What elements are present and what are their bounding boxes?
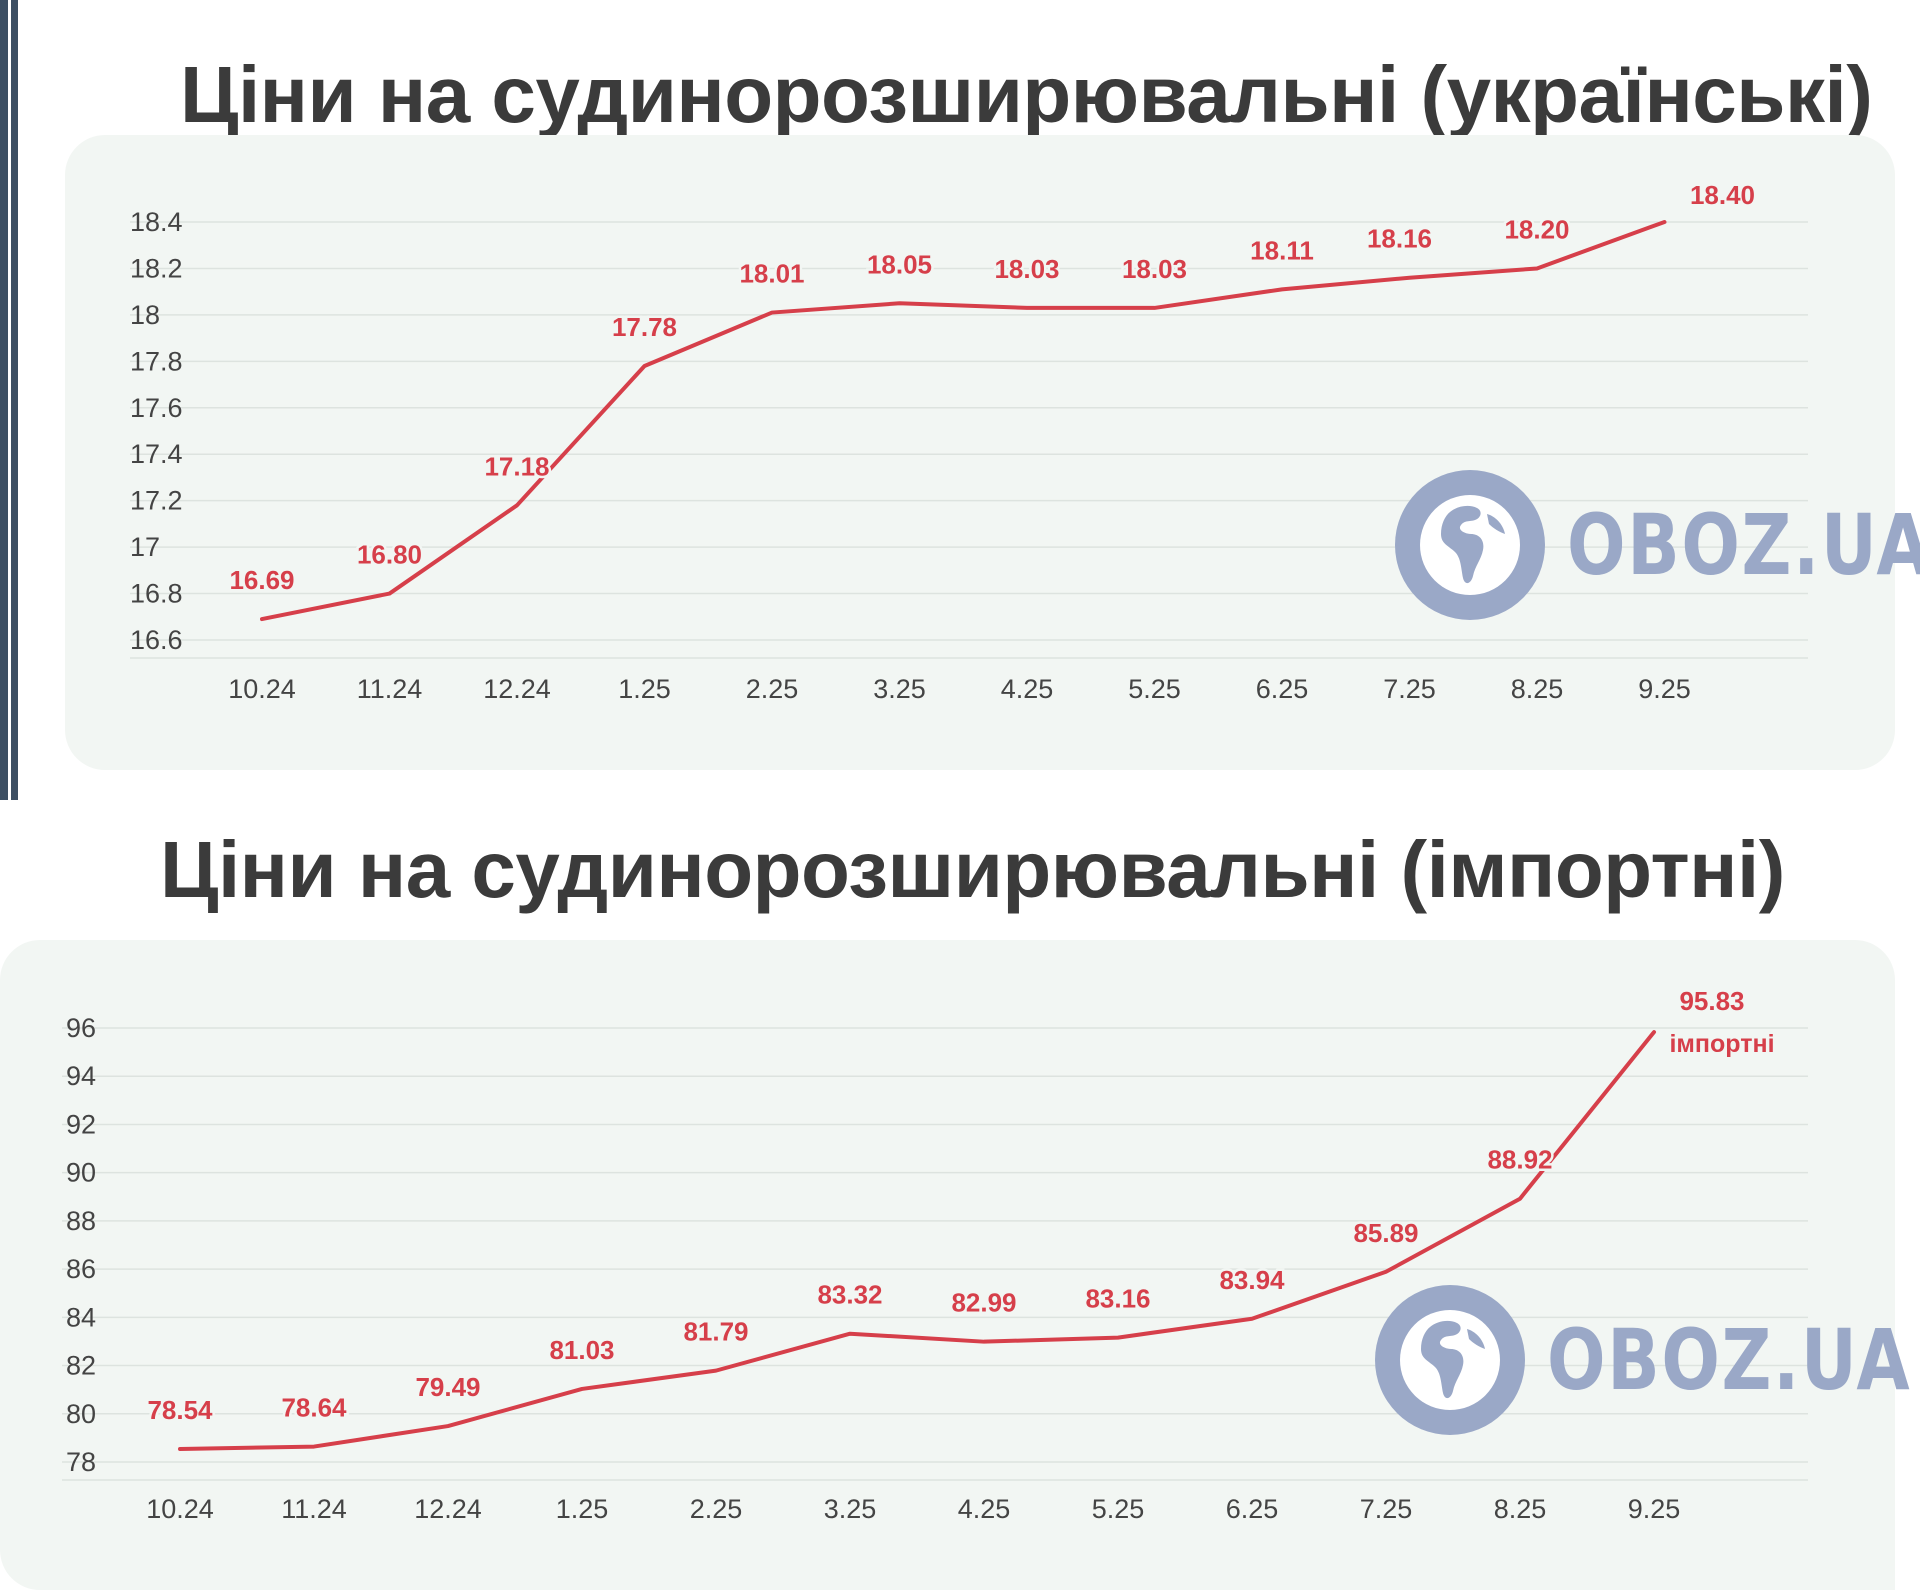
y-tick-label: 16.8 <box>130 579 183 609</box>
data-label: 18.05 <box>867 249 932 279</box>
x-tick-label: 6.25 <box>1226 1494 1279 1524</box>
y-tick-label: 17.6 <box>130 393 183 423</box>
data-label: 18.03 <box>1122 254 1187 284</box>
data-label: 16.69 <box>229 565 294 595</box>
chart-panel-imported <box>0 940 1895 1590</box>
data-label: 79.49 <box>415 1372 480 1402</box>
y-tick-label: 96 <box>66 1013 96 1043</box>
globe-icon <box>1375 1285 1525 1435</box>
y-tick-label: 17.4 <box>130 439 183 469</box>
x-tick-label: 5.25 <box>1092 1494 1145 1524</box>
x-tick-label: 9.25 <box>1638 674 1691 704</box>
y-tick-label: 84 <box>66 1302 96 1332</box>
logo-text: OBOZ.UA <box>1547 1311 1912 1409</box>
chart-panel-ukrainian <box>65 135 1895 770</box>
x-tick-label: 3.25 <box>824 1494 877 1524</box>
x-tick-label: 7.25 <box>1360 1494 1413 1524</box>
y-tick-label: 88 <box>66 1206 96 1236</box>
x-tick-label: 6.25 <box>1256 674 1309 704</box>
y-tick-label: 18.4 <box>130 207 183 237</box>
x-tick-label: 7.25 <box>1383 674 1436 704</box>
y-tick-label: 18.2 <box>130 253 183 283</box>
x-tick-label: 9.25 <box>1628 1494 1681 1524</box>
data-label: 83.94 <box>1219 1265 1285 1295</box>
y-tick-label: 18 <box>130 300 160 330</box>
data-label: 78.54 <box>147 1395 213 1425</box>
x-tick-label: 2.25 <box>746 674 799 704</box>
data-label: 18.11 <box>1250 235 1314 265</box>
x-tick-label: 8.25 <box>1511 674 1564 704</box>
x-tick-label: 11.24 <box>357 674 423 704</box>
data-label: 83.32 <box>817 1280 882 1310</box>
x-tick-label: 1.25 <box>556 1494 609 1524</box>
data-label: 17.18 <box>484 451 549 481</box>
data-label: 18.03 <box>994 254 1059 284</box>
series-line <box>260 220 1667 622</box>
x-tick-label: 8.25 <box>1494 1494 1547 1524</box>
y-tick-label: 94 <box>66 1061 96 1091</box>
x-tick-label: 4.25 <box>958 1494 1011 1524</box>
x-tick-label: 5.25 <box>1128 674 1181 704</box>
y-tick-label: 17.8 <box>130 346 183 376</box>
x-tick-label: 4.25 <box>1001 674 1054 704</box>
left-edge-bar <box>0 0 18 800</box>
data-label: 83.16 <box>1085 1284 1150 1314</box>
series-end-label: імпортні <box>1669 1030 1774 1058</box>
data-label: 81.79 <box>683 1317 748 1347</box>
data-label: 85.89 <box>1353 1218 1418 1248</box>
x-tick-label: 1.25 <box>618 674 671 704</box>
y-tick-label: 82 <box>66 1351 96 1381</box>
series-line <box>178 1030 1656 1451</box>
chart-title-imported: Ціни на судинорозширювальні (імпортні) <box>160 825 1785 914</box>
y-tick-label: 80 <box>66 1399 96 1429</box>
y-tick-label: 78 <box>66 1447 96 1477</box>
oboz-logo: OBOZ.UA <box>1375 1285 1920 1435</box>
x-tick-label: 12.24 <box>483 674 551 704</box>
data-label: 18.16 <box>1367 224 1432 254</box>
x-tick-label: 10.24 <box>228 674 296 704</box>
x-tick-label: 2.25 <box>690 1494 743 1524</box>
data-label: 16.80 <box>357 540 422 570</box>
y-tick-label: 16.6 <box>130 625 183 655</box>
data-label: 18.20 <box>1504 214 1569 244</box>
x-tick-label: 11.24 <box>281 1494 347 1524</box>
x-tick-label: 10.24 <box>146 1494 214 1524</box>
y-tick-label: 90 <box>66 1158 96 1188</box>
x-tick-label: 3.25 <box>873 674 926 704</box>
y-tick-label: 86 <box>66 1254 96 1284</box>
globe-icon <box>1395 470 1545 620</box>
data-label: 95.83 <box>1679 986 1744 1016</box>
data-label: 81.03 <box>549 1335 614 1365</box>
data-label: 82.99 <box>951 1288 1016 1318</box>
y-tick-label: 92 <box>66 1109 96 1139</box>
oboz-logo: OBOZ.UA <box>1395 470 1920 620</box>
y-tick-label: 17 <box>130 532 160 562</box>
data-label: 18.40 <box>1690 180 1755 210</box>
chart-title-ukrainian: Ціни на судинорозширювальні (українські) <box>180 50 1873 139</box>
y-tick-label: 17.2 <box>130 486 183 516</box>
data-label: 18.01 <box>739 259 804 289</box>
logo-text: OBOZ.UA <box>1567 496 1920 594</box>
data-label: 78.64 <box>281 1393 347 1423</box>
data-label: 88.92 <box>1487 1145 1552 1175</box>
x-tick-label: 12.24 <box>414 1494 482 1524</box>
data-label: 17.78 <box>612 312 677 342</box>
